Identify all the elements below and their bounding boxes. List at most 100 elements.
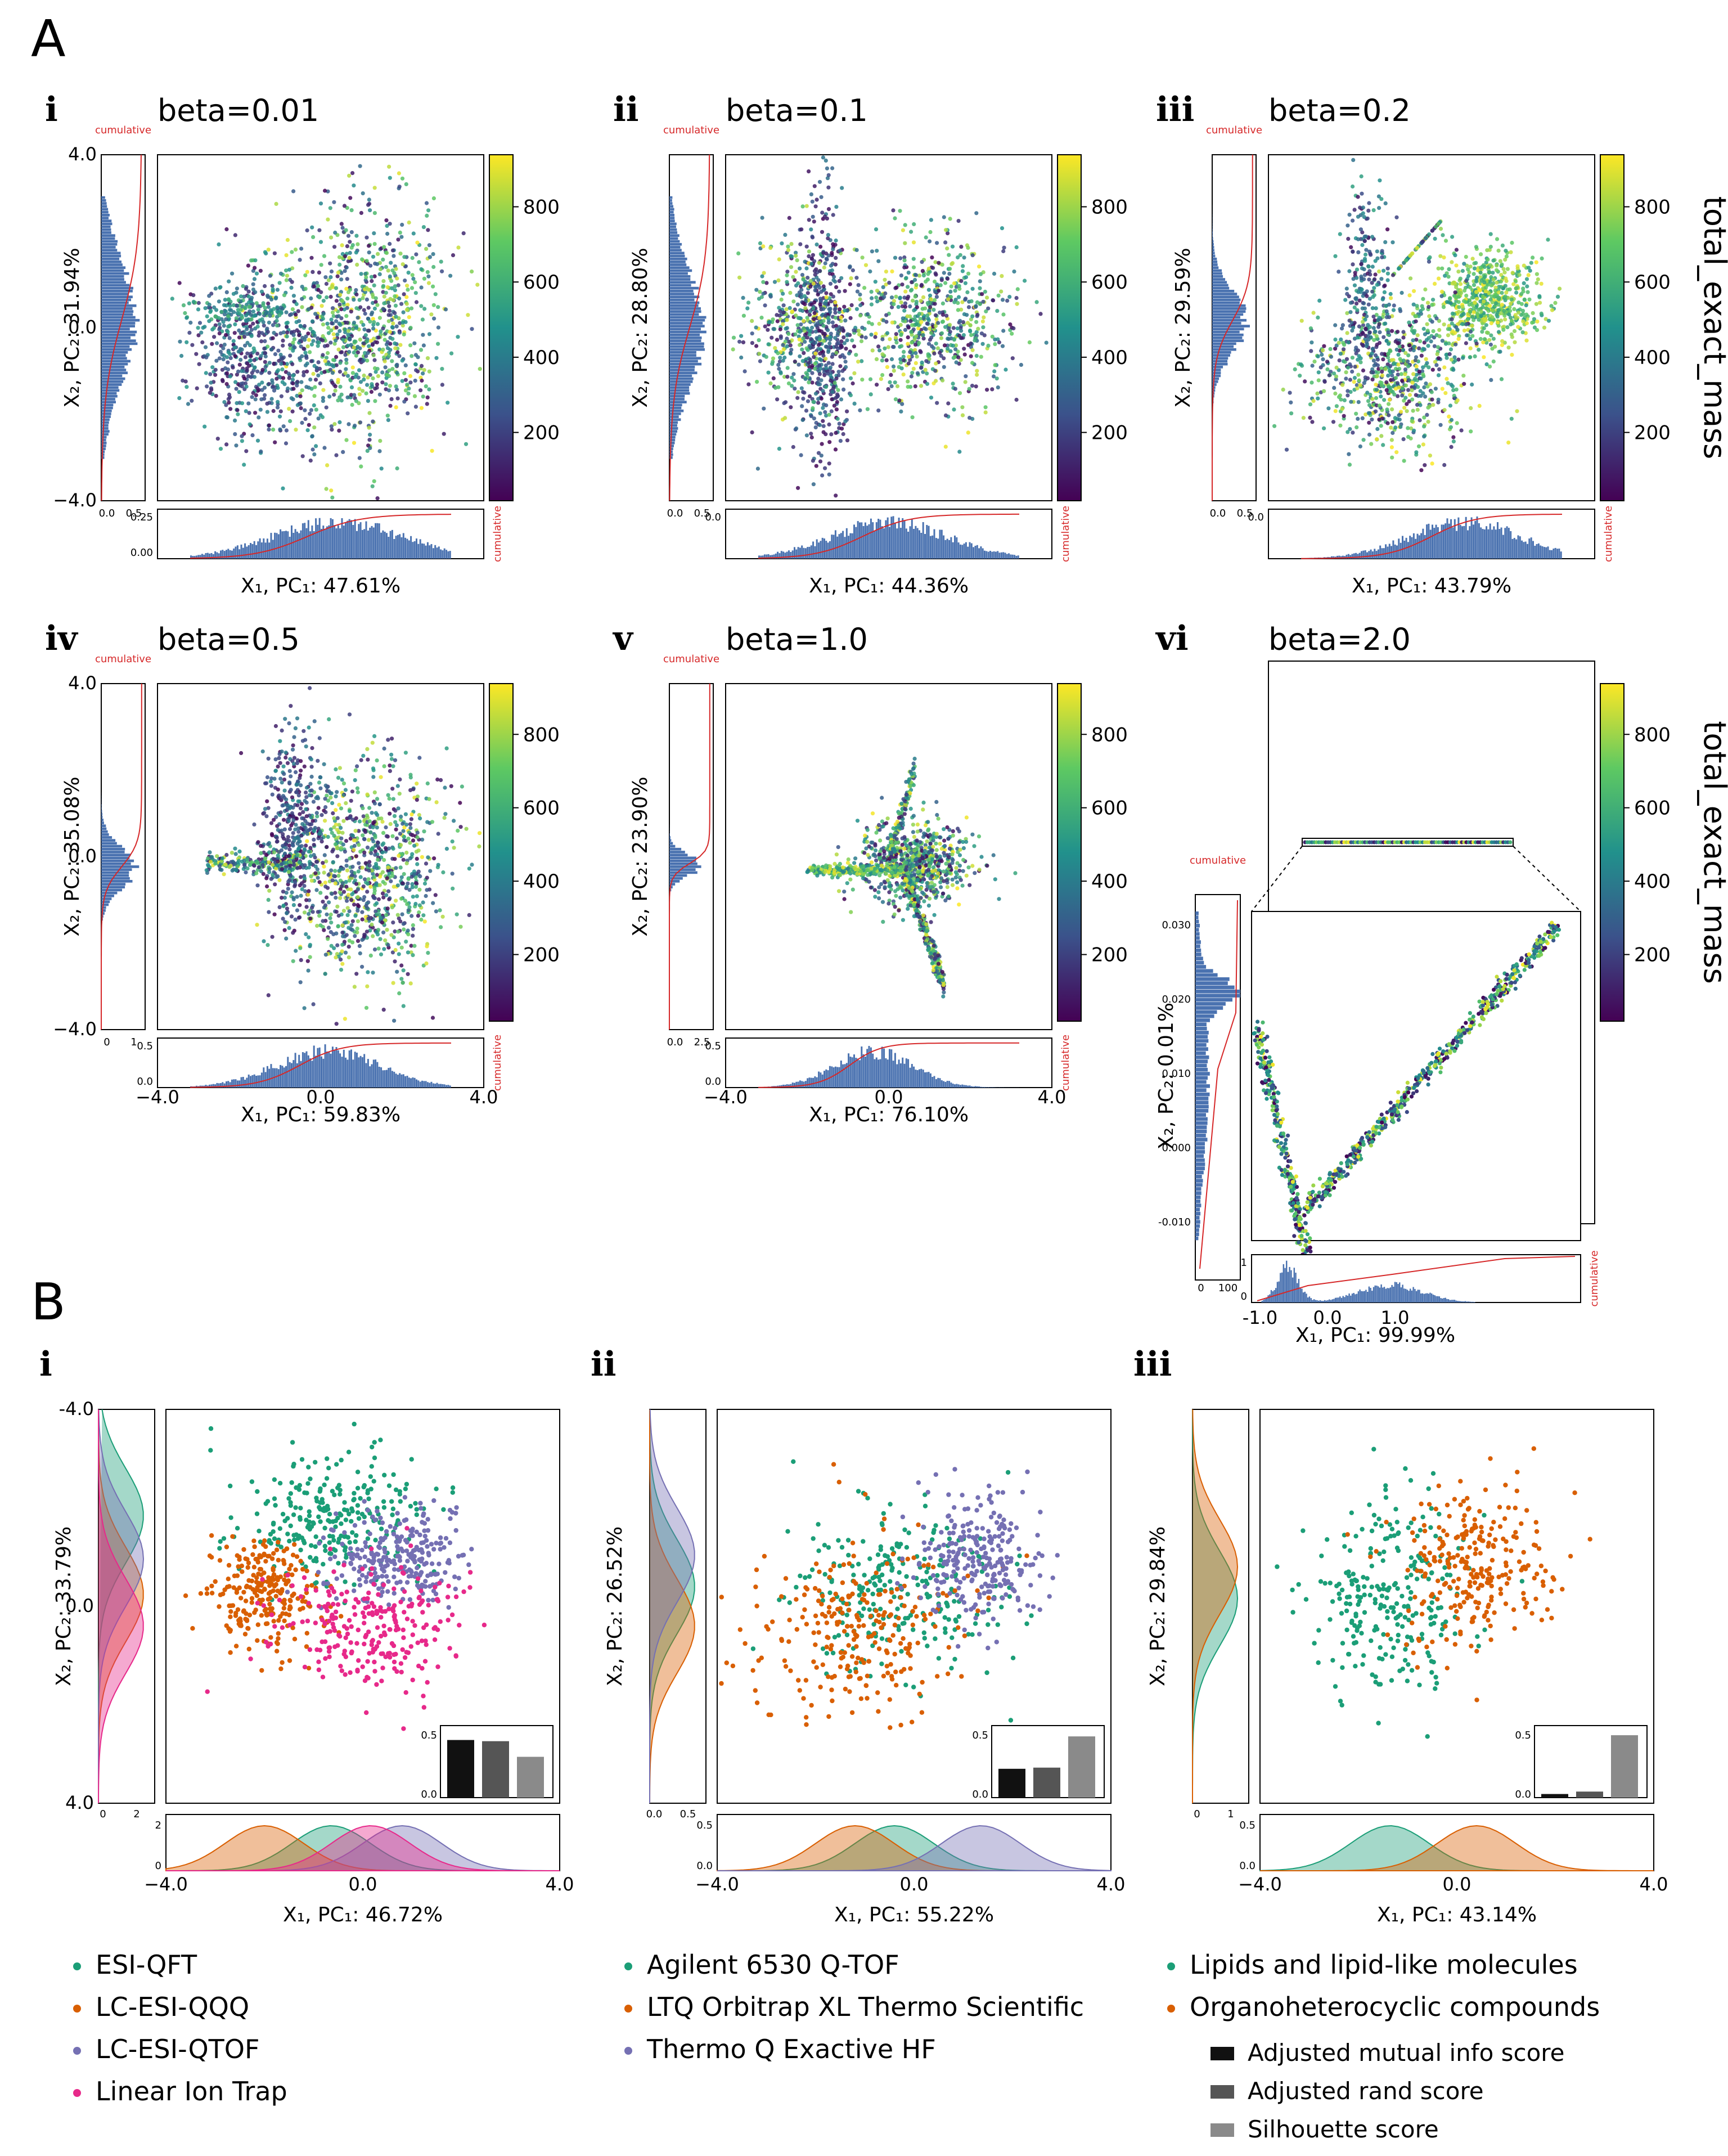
side-hist-bar xyxy=(669,217,675,219)
bottom-tick-label: 0.25 xyxy=(130,511,153,523)
bottom-hist-bar xyxy=(881,526,883,559)
scatter-point xyxy=(843,289,847,293)
scatter-point xyxy=(209,386,214,390)
scatter-point xyxy=(1338,352,1343,356)
side-tick-label: 0.0 xyxy=(99,507,115,519)
side-hist-bar xyxy=(101,333,136,336)
side-hist-bar xyxy=(669,398,685,401)
scatter-point xyxy=(248,309,252,314)
bottom-hist-bar xyxy=(909,526,911,559)
scatter-point xyxy=(1424,381,1428,386)
scatter-point xyxy=(350,243,355,248)
scatter-point xyxy=(889,384,894,389)
scatter-point xyxy=(814,285,818,289)
scatter-point xyxy=(921,295,926,300)
scatter-point xyxy=(334,325,339,330)
side-hist-bar xyxy=(101,228,111,231)
scatter-point xyxy=(394,384,398,389)
side-hist-bar xyxy=(101,380,124,383)
scatter-point xyxy=(384,376,389,380)
bottom-hist-bar xyxy=(386,533,388,559)
scatter-point xyxy=(914,322,919,326)
scatter-point xyxy=(1410,388,1414,393)
scatter-point xyxy=(381,279,386,284)
scatter-point xyxy=(1027,340,1032,345)
scatter-point xyxy=(1550,308,1555,312)
scatter-point xyxy=(1361,320,1365,324)
scatter-point xyxy=(316,284,321,288)
scatter-point xyxy=(1316,370,1321,375)
scatter-point xyxy=(436,325,441,330)
scatter-point xyxy=(1500,343,1504,347)
scatter-point xyxy=(798,266,802,271)
scatter-point xyxy=(868,269,872,274)
scatter-point xyxy=(1477,348,1481,352)
scatter-point xyxy=(1524,303,1528,308)
scatter-point xyxy=(1321,357,1325,362)
scatter-point xyxy=(801,397,806,401)
scatter-point xyxy=(844,365,848,370)
scatter-point xyxy=(975,372,979,377)
scatter-point xyxy=(285,273,289,278)
scatter-point xyxy=(1472,272,1476,276)
scatter-point xyxy=(937,260,941,265)
scatter-point xyxy=(792,378,796,383)
scatter-point xyxy=(376,374,381,379)
side-hist-bar xyxy=(669,386,690,389)
scatter-point xyxy=(901,354,906,359)
scatter-point xyxy=(951,381,955,386)
scatter-point xyxy=(338,329,342,334)
scatter-point xyxy=(906,335,910,340)
scatter-point xyxy=(1394,347,1399,352)
scatter-point xyxy=(824,403,829,408)
side-hist-bar xyxy=(669,298,695,302)
bottom-cumulative-label: cumulative xyxy=(1060,506,1072,562)
scatter-point xyxy=(322,254,327,258)
scatter-point xyxy=(1351,262,1355,267)
scatter-point xyxy=(303,273,308,277)
side-hist-bar xyxy=(101,304,137,307)
scatter-point xyxy=(790,254,794,259)
scatter-point xyxy=(317,295,322,300)
scatter-point xyxy=(393,303,398,308)
scatter-point xyxy=(1472,310,1476,315)
scatter-point xyxy=(360,257,364,262)
scatter-point xyxy=(213,372,218,377)
scatter-point xyxy=(1388,385,1393,390)
scatter-point xyxy=(226,330,230,334)
bottom-hist-bar xyxy=(331,519,334,559)
scatter-point xyxy=(810,199,814,204)
scatter-point xyxy=(279,394,284,398)
scatter-point xyxy=(315,315,320,320)
bottom-hist-bar xyxy=(954,535,956,559)
scatter-point xyxy=(290,378,295,382)
bottom-tick-label: 0.00 xyxy=(130,547,153,559)
scatter-point xyxy=(880,358,884,363)
bottom-hist-bar xyxy=(226,550,227,559)
scatter-point xyxy=(807,312,812,317)
scatter-point xyxy=(358,380,363,384)
scatter-point xyxy=(309,359,314,363)
scatter-point xyxy=(838,439,843,443)
scatter-point xyxy=(397,330,402,335)
scatter-point xyxy=(750,430,754,435)
scatter-point xyxy=(246,401,251,406)
scatter-point xyxy=(807,249,811,254)
scatter-point xyxy=(936,321,940,325)
scatter-point xyxy=(278,271,284,276)
scatter-point xyxy=(1355,335,1360,340)
scatter-point xyxy=(1546,237,1550,242)
scatter-point xyxy=(1456,270,1461,274)
scatter-point xyxy=(1469,406,1473,411)
side-cumulative-line xyxy=(101,154,142,501)
scatter-point xyxy=(1379,383,1384,388)
scatter-point xyxy=(321,299,326,303)
scatter-point xyxy=(1436,345,1441,349)
scatter-point xyxy=(224,290,229,295)
bottom-hist-bar xyxy=(413,541,416,559)
bottom-hist-bar xyxy=(791,550,794,559)
scatter-point xyxy=(208,390,212,395)
scatter-point xyxy=(451,253,456,258)
scatter-point xyxy=(745,306,750,311)
scatter-point xyxy=(791,299,796,304)
